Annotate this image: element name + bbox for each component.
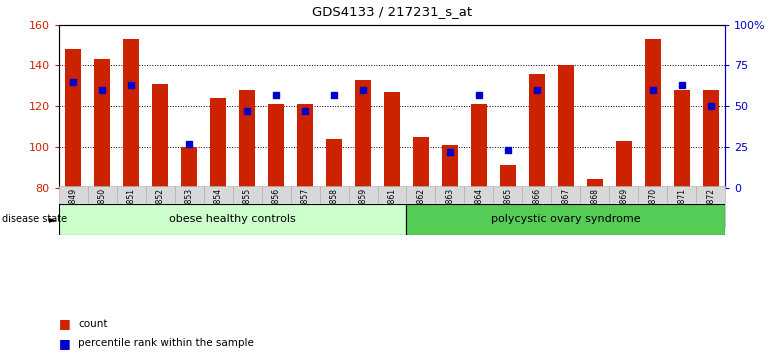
Text: GSM201858: GSM201858 [329, 188, 339, 234]
Bar [239, 90, 255, 188]
Text: GSM201852: GSM201852 [156, 188, 165, 234]
Bar [355, 80, 371, 188]
Bar [529, 74, 545, 188]
FancyBboxPatch shape [291, 186, 320, 228]
Text: GSM201863: GSM201863 [445, 188, 455, 234]
Text: GSM201856: GSM201856 [271, 188, 281, 234]
FancyBboxPatch shape [696, 186, 725, 228]
Text: disease state: disease state [2, 215, 67, 224]
Text: ►: ► [49, 215, 56, 224]
FancyBboxPatch shape [638, 186, 667, 228]
Text: GSM201870: GSM201870 [648, 188, 657, 234]
Text: percentile rank within the sample: percentile rank within the sample [78, 338, 254, 348]
Text: GSM201861: GSM201861 [387, 188, 397, 234]
Text: GSM201872: GSM201872 [706, 188, 715, 234]
Bar [65, 49, 82, 188]
Bar [442, 145, 458, 188]
Bar [413, 137, 429, 188]
Text: GSM201854: GSM201854 [214, 188, 223, 234]
FancyBboxPatch shape [117, 186, 146, 228]
Text: ■: ■ [59, 337, 71, 350]
Text: obese healthy controls: obese healthy controls [169, 215, 296, 224]
Text: GDS4133 / 217231_s_at: GDS4133 / 217231_s_at [312, 5, 472, 18]
Text: GSM201865: GSM201865 [503, 188, 513, 234]
FancyBboxPatch shape [262, 186, 291, 228]
Bar [673, 90, 690, 188]
Text: GSM201864: GSM201864 [474, 188, 484, 234]
Bar [615, 141, 632, 188]
FancyBboxPatch shape [493, 186, 522, 228]
Bar [123, 39, 140, 188]
FancyBboxPatch shape [59, 204, 406, 235]
Text: polycystic ovary syndrome: polycystic ovary syndrome [491, 215, 641, 224]
Text: GSM201868: GSM201868 [590, 188, 599, 234]
Bar [558, 65, 574, 188]
Bar [94, 59, 111, 188]
Text: GSM201853: GSM201853 [185, 188, 194, 234]
Bar [384, 92, 400, 188]
FancyBboxPatch shape [349, 186, 378, 228]
Bar [702, 90, 719, 188]
Text: GSM201849: GSM201849 [69, 188, 78, 234]
Text: count: count [78, 319, 108, 329]
Bar [326, 139, 342, 188]
FancyBboxPatch shape [464, 186, 493, 228]
Bar [500, 165, 516, 188]
FancyBboxPatch shape [146, 186, 175, 228]
Bar [152, 84, 169, 188]
Text: GSM201851: GSM201851 [127, 188, 136, 234]
Text: GSM201871: GSM201871 [677, 188, 686, 234]
Bar [644, 39, 661, 188]
Bar [471, 104, 487, 188]
FancyBboxPatch shape [551, 186, 580, 228]
FancyBboxPatch shape [175, 186, 204, 228]
FancyBboxPatch shape [233, 186, 262, 228]
Bar [210, 98, 226, 188]
Text: GSM201855: GSM201855 [242, 188, 252, 234]
Text: GSM201859: GSM201859 [358, 188, 368, 234]
FancyBboxPatch shape [435, 186, 464, 228]
FancyBboxPatch shape [522, 186, 551, 228]
Bar [587, 179, 603, 188]
FancyBboxPatch shape [406, 186, 435, 228]
FancyBboxPatch shape [378, 186, 406, 228]
FancyBboxPatch shape [609, 186, 638, 228]
Bar [181, 147, 197, 188]
Text: GSM201869: GSM201869 [619, 188, 628, 234]
Bar [297, 104, 313, 188]
Text: GSM201857: GSM201857 [300, 188, 310, 234]
FancyBboxPatch shape [204, 186, 233, 228]
Text: GSM201850: GSM201850 [98, 188, 107, 234]
FancyBboxPatch shape [406, 204, 725, 235]
FancyBboxPatch shape [320, 186, 349, 228]
Text: GSM201862: GSM201862 [416, 188, 426, 234]
FancyBboxPatch shape [667, 186, 696, 228]
FancyBboxPatch shape [59, 186, 88, 228]
Text: ■: ■ [59, 318, 71, 330]
FancyBboxPatch shape [88, 186, 117, 228]
Text: GSM201866: GSM201866 [532, 188, 542, 234]
FancyBboxPatch shape [580, 186, 609, 228]
Text: GSM201867: GSM201867 [561, 188, 570, 234]
Bar [268, 104, 284, 188]
